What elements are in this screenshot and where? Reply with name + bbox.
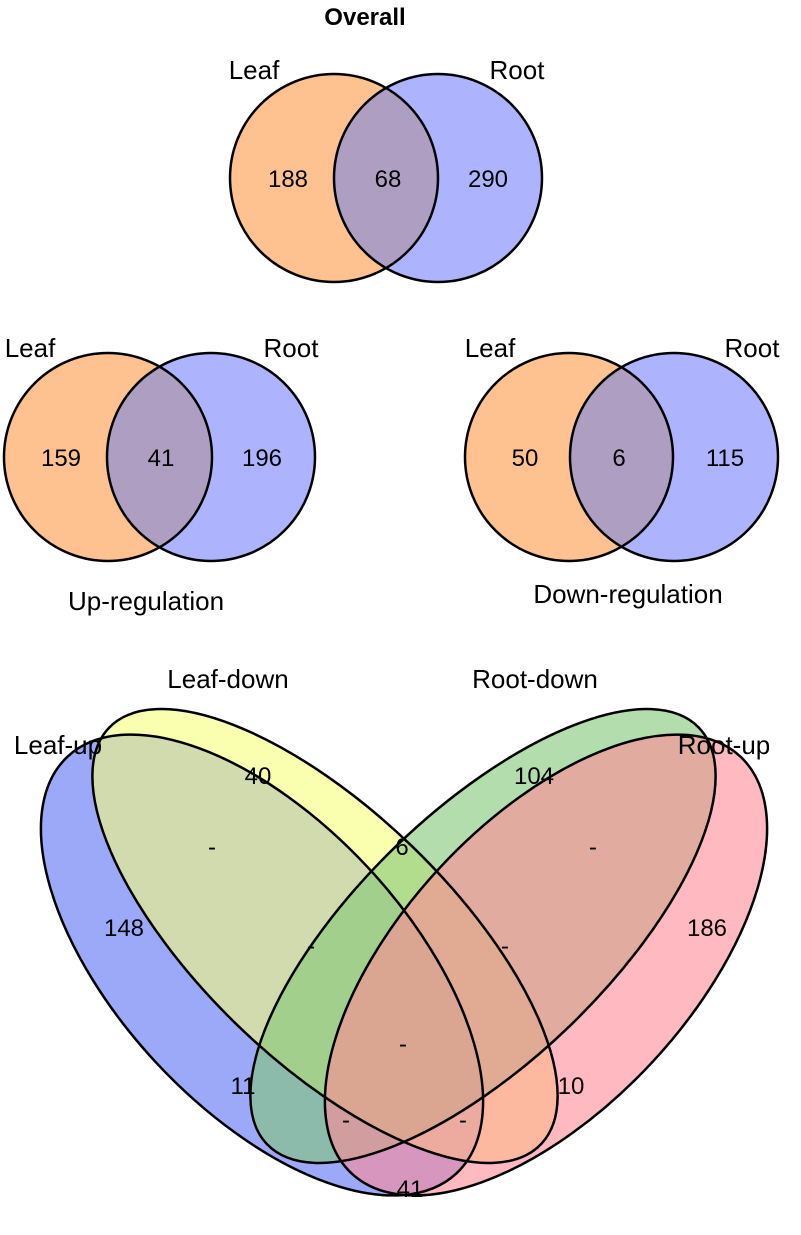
region-root-down-root-up: - [589, 834, 597, 861]
region-root-up-only: 186 [687, 915, 727, 942]
down-regulation-caption: Down-regulation [533, 579, 722, 609]
region-leaf-up-only: 148 [104, 915, 144, 942]
up-leaf-outline [2, 351, 214, 563]
leaf-down-label: Leaf-down [167, 664, 288, 694]
region-leaf-up-leaf-down-root-down: - [307, 933, 315, 960]
overall-leaf-label: Leaf [229, 55, 280, 85]
leaf-down-outline [91, 707, 559, 1165]
root-up-outline [323, 733, 769, 1197]
region-leaf-down-root-up: 10 [558, 1073, 585, 1100]
root-down-outline [249, 707, 717, 1165]
overall-title: Overall [324, 4, 405, 31]
region-leaf-down-only: 40 [245, 763, 272, 790]
down-leaf-outline [463, 351, 675, 563]
up-leaf-only-count: 159 [41, 445, 81, 472]
up-both-count: 41 [148, 445, 175, 472]
overall-leaf-outline [228, 72, 440, 284]
down-leaf-only-count: 50 [512, 445, 539, 472]
up-leaf-label: Leaf [5, 333, 56, 363]
up-regulation-caption: Up-regulation [68, 586, 224, 616]
up-root-only-count: 196 [242, 445, 282, 472]
down-both-count: 6 [612, 445, 625, 472]
region-leaf-up-root-up: 41 [397, 1176, 424, 1203]
overall-leaf-only-count: 188 [268, 166, 308, 193]
overall-overlap [334, 74, 438, 282]
region-leaf-up-leaf-down: - [208, 834, 216, 861]
region-leaf-up-leaf-down-root-up: - [459, 1107, 467, 1134]
overall-root-outline [332, 72, 544, 284]
overall-venn: Overall Leaf Root 188 68 290 [228, 4, 546, 284]
four-way-venn: Leaf-up Leaf-down Root-down Root-up 40 1… [14, 664, 771, 1203]
down-root-only-count: 115 [706, 445, 744, 472]
up-root-outline [105, 351, 317, 563]
overall-both-count: 68 [375, 166, 402, 193]
root-up-label: Root-up [678, 730, 771, 760]
down-overlap [570, 353, 673, 561]
root-up-ellipse [324, 734, 768, 1196]
down-regulation-venn: Leaf Root 50 6 115 Down-regulation [463, 333, 781, 609]
region-leaf-down-root-down: 6 [395, 834, 408, 861]
up-root-label: Root [264, 333, 320, 363]
overall-root-label: Root [490, 55, 546, 85]
down-leaf-label: Leaf [465, 333, 516, 363]
root-down-label: Root-down [472, 664, 598, 694]
down-root-label: Root [725, 333, 781, 363]
overall-root-only-count: 290 [468, 166, 508, 193]
leaf-up-outline [39, 733, 485, 1197]
region-leaf-down-root-down-root-up: - [501, 933, 509, 960]
region-leaf-up-root-down: 11 [231, 1073, 256, 1100]
leaf-up-label: Leaf-up [14, 730, 102, 760]
region-root-down-only: 104 [514, 763, 554, 790]
down-root-outline [568, 351, 780, 563]
up-regulation-venn: Leaf Root 159 41 196 Up-regulation [2, 333, 320, 616]
region-all-four: - [399, 1031, 407, 1058]
region-leaf-up-root-down-root-up: - [342, 1107, 350, 1134]
